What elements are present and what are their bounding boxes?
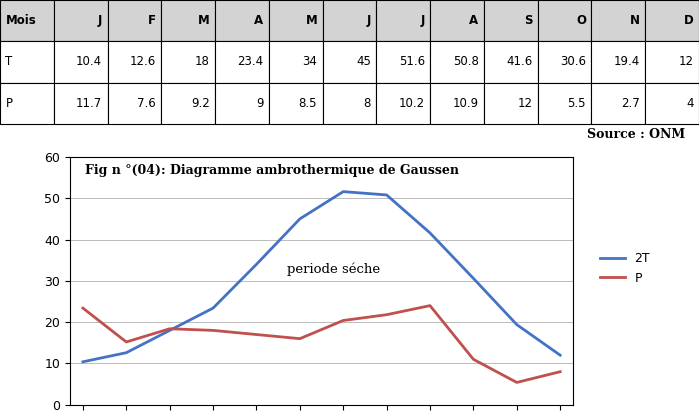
2T (252, 262, 261, 267)
Text: Source : ONM: Source : ONM (587, 128, 685, 141)
P (556, 369, 564, 374)
2T (296, 216, 304, 221)
Line: P: P (83, 306, 560, 382)
P (166, 326, 174, 331)
Text: Fig n °(04): Diagramme ambrothermique de Gaussen: Fig n °(04): Diagramme ambrothermique de… (85, 164, 459, 177)
P (512, 380, 521, 385)
2T (166, 328, 174, 333)
2T (512, 322, 521, 327)
Line: 2T: 2T (83, 192, 560, 362)
P (339, 318, 347, 323)
Legend: 2T, P: 2T, P (595, 247, 655, 290)
2T (426, 230, 434, 235)
2T (209, 306, 217, 311)
2T (339, 189, 347, 194)
P (469, 357, 477, 362)
2T (79, 359, 87, 364)
2T (122, 350, 131, 355)
2T (382, 192, 391, 197)
P (296, 336, 304, 341)
2T (556, 353, 564, 358)
P (382, 312, 391, 317)
P (79, 306, 87, 311)
2T (469, 276, 477, 281)
P (209, 328, 217, 333)
P (122, 339, 131, 344)
Text: periode séche: periode séche (287, 262, 380, 275)
P (426, 303, 434, 308)
P (252, 332, 261, 337)
